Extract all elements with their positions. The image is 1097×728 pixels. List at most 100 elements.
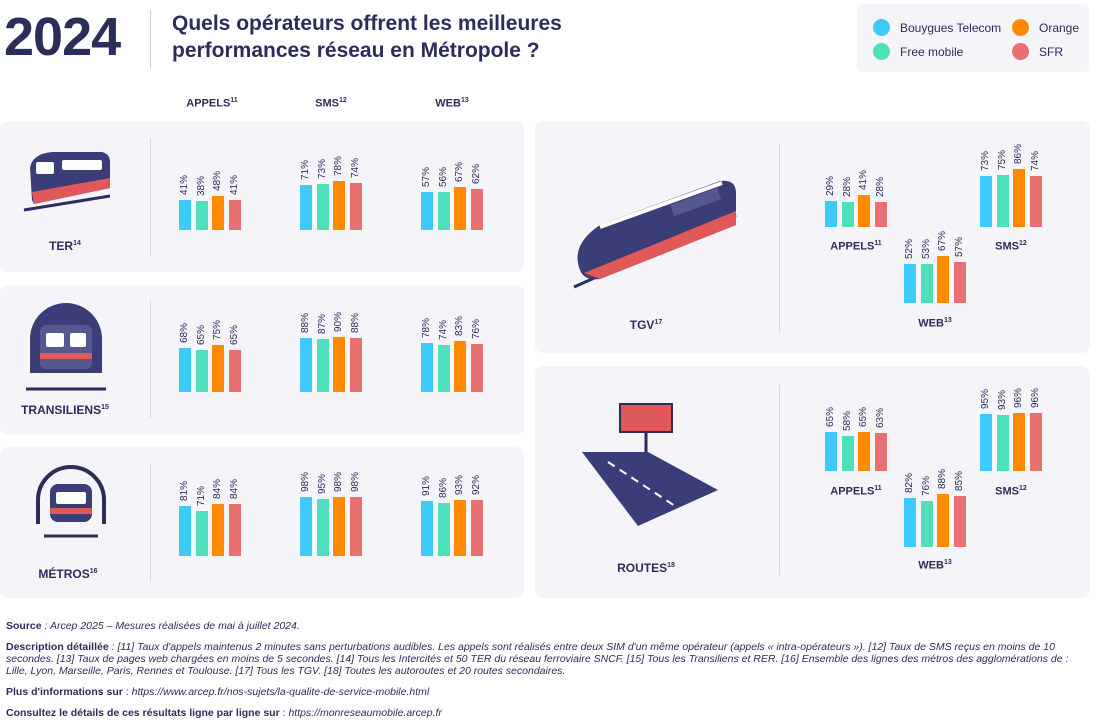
swatch-icon <box>1012 19 1029 36</box>
column-header-sms: SMS12 <box>315 97 347 110</box>
panel-label: TRANSILIENS15 <box>21 403 109 417</box>
bar <box>937 255 949 303</box>
swatch-icon <box>873 43 890 60</box>
bar-group-web: 78% 74% 83% 76% <box>421 315 483 393</box>
bar-group-web: 82% 76% 88% 85% <box>904 469 966 548</box>
value-label: 29% <box>825 176 836 197</box>
bar <box>980 414 992 471</box>
value-label: 96% <box>1013 388 1024 409</box>
bar <box>212 344 224 392</box>
bar <box>996 415 1009 471</box>
value-label: 93% <box>996 390 1008 411</box>
value-label: 52% <box>904 239 915 260</box>
bar <box>300 338 312 392</box>
value-label: 56% <box>437 166 449 187</box>
detail-link[interactable]: https://monreseaumobile.arcep.fr <box>288 707 442 719</box>
bar <box>212 196 224 230</box>
value-label: 98% <box>349 471 361 492</box>
bar <box>904 264 916 303</box>
bar-group-sms: 73% 75% 86% 74% <box>980 144 1042 228</box>
value-label: 98% <box>300 471 311 492</box>
value-label: 92% <box>470 474 482 495</box>
value-label: 78% <box>421 317 432 338</box>
bar <box>333 497 345 556</box>
value-label: 78% <box>333 155 344 176</box>
value-label: 57% <box>953 236 965 257</box>
bar <box>316 183 329 230</box>
bar <box>179 505 191 556</box>
bar <box>841 202 854 227</box>
value-label: 81% <box>179 480 190 501</box>
info-link[interactable]: https://www.arcep.fr/nos-sujets/la-quali… <box>131 686 430 698</box>
value-label: 73% <box>316 158 328 179</box>
value-label: 38% <box>195 175 207 196</box>
road-icon <box>582 403 718 526</box>
value-label: 57% <box>421 166 432 187</box>
value-label: 65% <box>228 324 240 345</box>
footer: Source : Arcep 2025 – Mesures réalisées … <box>6 620 1069 719</box>
bar <box>179 199 191 230</box>
value-label: 84% <box>212 478 223 499</box>
bar <box>825 432 837 471</box>
swatch-icon <box>1012 43 1029 60</box>
bar <box>1013 413 1025 471</box>
value-label: 48% <box>212 170 223 191</box>
value-label: 88% <box>300 312 311 333</box>
value-label: 28% <box>841 177 853 198</box>
value-label: 95% <box>980 388 991 409</box>
bar <box>228 504 241 556</box>
panel-label: ROUTES18 <box>617 561 675 575</box>
value-label: 83% <box>454 315 465 336</box>
bar-group-appels: 81% 71% 84% 84% <box>179 479 241 557</box>
value-label: 76% <box>920 476 932 497</box>
value-label: 68% <box>179 322 190 343</box>
group-label-web: WEB13 <box>918 559 952 572</box>
value-label: 88% <box>937 469 948 490</box>
value-label: 65% <box>195 324 207 345</box>
bar-group-appels: 68% 65% 75% 65% <box>179 319 241 393</box>
legend-label: Bouygues Telecom <box>900 20 1002 35</box>
bar <box>454 186 466 230</box>
bar <box>920 501 933 547</box>
bar-group-web: 91% 86% 93% 92% <box>421 474 483 557</box>
bar <box>437 503 450 556</box>
bar <box>920 263 933 303</box>
value-label: 82% <box>904 472 915 493</box>
legend-label: SFR <box>1039 44 1063 59</box>
bar <box>421 500 433 556</box>
bar-group-sms: 71% 73% 78% 74% <box>300 156 362 231</box>
bar <box>300 497 312 556</box>
value-label: 87% <box>316 313 328 334</box>
value-label: 74% <box>349 157 361 178</box>
group-label-web: WEB13 <box>918 317 952 330</box>
bar-group-sms: 98% 95% 98% 98% <box>300 472 362 557</box>
bar <box>228 349 241 392</box>
metro-icon <box>36 465 106 538</box>
bar <box>1029 175 1042 227</box>
value-label: 85% <box>953 470 965 491</box>
panel-ter <box>0 121 524 272</box>
value-label: 41% <box>858 169 869 190</box>
bar <box>316 498 329 556</box>
bar <box>980 176 992 227</box>
value-label: 86% <box>1013 143 1024 164</box>
bar <box>937 494 949 547</box>
value-label: 41% <box>228 174 240 195</box>
bar <box>349 497 362 556</box>
value-label: 71% <box>195 485 207 506</box>
bar <box>1029 413 1042 471</box>
group-label-sms: SMS12 <box>995 240 1027 253</box>
page-title: Quels opérateurs offrent les meilleures … <box>172 12 562 62</box>
legend-label: Free mobile <box>900 44 964 59</box>
value-label: 67% <box>454 161 465 182</box>
value-label: 74% <box>437 319 449 340</box>
bar-group-web: 57% 56% 67% 62% <box>421 161 483 231</box>
value-label: 86% <box>437 477 449 498</box>
year: 2024 <box>4 7 121 67</box>
bar <box>1013 168 1025 227</box>
value-label: 96% <box>1029 388 1041 409</box>
bar-group-web: 52% 53% 67% 57% <box>904 231 966 304</box>
bar <box>874 433 887 471</box>
bar <box>953 261 966 303</box>
bar <box>858 194 870 227</box>
